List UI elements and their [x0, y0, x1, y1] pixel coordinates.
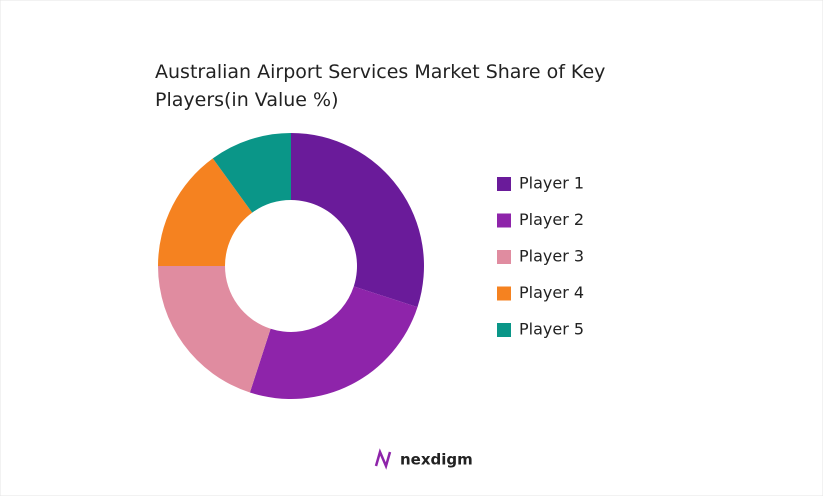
legend-label: Player 4 — [519, 283, 584, 302]
chart-title: Australian Airport Services Market Share… — [155, 61, 605, 111]
slice — [212, 133, 291, 213]
legend-swatch — [497, 177, 511, 191]
logo: nexdigm — [374, 448, 473, 470]
legend-swatch — [497, 213, 511, 228]
slice — [158, 158, 253, 266]
legend-label: Player 2 — [519, 210, 584, 229]
logo-text: nexdigm — [400, 451, 473, 469]
legend-swatch — [497, 323, 511, 337]
legend-swatch — [497, 286, 511, 301]
slice — [291, 133, 424, 308]
legend-swatch — [497, 250, 511, 264]
legend-label: Player 1 — [519, 174, 584, 193]
slice — [249, 286, 418, 399]
logo-icon — [374, 448, 392, 470]
slice — [158, 266, 271, 393]
legend-label: Player 3 — [519, 247, 584, 266]
legend-label: Player 5 — [519, 320, 584, 339]
